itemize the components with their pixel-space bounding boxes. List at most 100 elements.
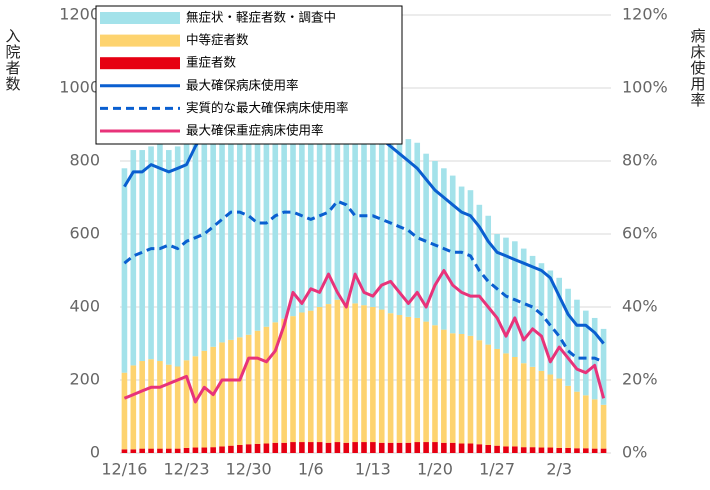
bar-segment (396, 315, 403, 443)
bar-segment (263, 443, 270, 453)
legend-box (95, 5, 403, 145)
bar-segment (449, 175, 456, 334)
bar-segment (414, 142, 421, 318)
bar-segment (387, 442, 394, 453)
bar-segment (556, 447, 562, 453)
bar-segment (325, 442, 332, 453)
bar-segment (254, 330, 261, 444)
bar-segment (423, 442, 429, 453)
bar-segment (157, 448, 163, 453)
bar-segment (299, 66, 305, 313)
bar-segment (449, 442, 456, 453)
bar-segment (378, 442, 385, 453)
bar-segment (494, 445, 500, 453)
bar-segment (281, 58, 287, 319)
legend-label: 実質的な最大確保病床使用率 (186, 100, 349, 115)
bar-segment (423, 153, 429, 322)
bar-segment (290, 55, 296, 317)
bar-segment (272, 322, 279, 443)
bar-segment (547, 374, 554, 448)
bar-segment (476, 444, 483, 453)
bar-segment (458, 186, 465, 335)
bar-segment (387, 313, 394, 443)
bar-segment (245, 73, 252, 335)
bar-segment (529, 255, 536, 367)
x-tick-label: 12/30 (226, 460, 272, 479)
legend-label: 最大確保重症病床使用率 (186, 123, 324, 138)
bar-segment (236, 337, 243, 445)
bar-segment (565, 385, 571, 448)
bar-segment (370, 307, 376, 443)
y-tick-label: 1200 (59, 5, 100, 24)
bar-segment (316, 307, 323, 443)
legend-swatch (100, 12, 180, 24)
bar-segment (228, 445, 234, 453)
bar-segment (166, 150, 172, 365)
bar-segment (236, 77, 243, 338)
bar-segment (370, 102, 376, 307)
bar-segment (405, 316, 412, 443)
bar-segment (307, 310, 314, 443)
y-tick-label: 0 (90, 443, 100, 462)
bar-segment (139, 448, 145, 453)
bar-segment (201, 447, 208, 453)
bar-segment (520, 248, 527, 364)
x-tick-label: 1/27 (479, 460, 515, 479)
y-tick-label: 400 (69, 297, 100, 316)
bar-segment (485, 444, 492, 453)
bar-segment (121, 372, 128, 450)
bar-segment (316, 58, 323, 307)
bar-segment (574, 391, 580, 449)
legend-label: 重症者数 (186, 55, 237, 70)
bar-segment (219, 84, 225, 343)
bar-segment (583, 448, 589, 453)
bar-segment (370, 442, 376, 453)
bar-segment (467, 443, 474, 453)
bar-segment (139, 150, 145, 362)
bar-segment (299, 442, 305, 453)
bar-segment (503, 446, 509, 453)
bar-segment (583, 310, 589, 396)
bar-segment (565, 447, 571, 453)
bar-segment (307, 442, 314, 453)
bar-segment (334, 442, 341, 453)
bar-segment (174, 146, 181, 367)
bar-segment (148, 448, 154, 453)
bar-segment (565, 288, 571, 386)
bar-segment (219, 446, 225, 453)
x-tick-label: 1/6 (298, 460, 324, 479)
bar-segment (201, 106, 208, 351)
bar-segment (361, 305, 367, 443)
x-tick-label: 1/20 (417, 460, 453, 479)
bar-segment (600, 328, 607, 405)
legend-swatch (100, 34, 180, 47)
bar-segment (307, 55, 314, 311)
y2-tick-label: 40% (622, 297, 658, 316)
line-series (123, 199, 605, 364)
bar-segment (503, 353, 509, 447)
bar-segment (343, 302, 350, 443)
bar-segment (432, 161, 438, 326)
x-tick-label: 12/23 (163, 460, 209, 479)
bar-segment (556, 378, 562, 448)
x-tick-label: 12/16 (101, 460, 147, 479)
bar-segment (476, 340, 483, 445)
y-tick-label: 200 (69, 370, 100, 389)
bar-segment (352, 88, 358, 304)
bar-segment (361, 442, 367, 453)
bar-segment (378, 309, 385, 443)
bar-segment (272, 58, 279, 323)
bar-segment (254, 443, 261, 453)
bar-segment (166, 448, 172, 453)
bar-segment (192, 124, 199, 357)
bar-segment (236, 444, 243, 453)
bar-segment (467, 335, 474, 444)
legend-label: 最大確保病床使用率 (186, 77, 299, 92)
bar-segment (174, 366, 181, 449)
bar-segment (228, 339, 234, 446)
bar-segment (343, 73, 350, 303)
bar-segment (316, 442, 323, 453)
bar-segment (520, 363, 527, 448)
bar-segment (529, 447, 536, 453)
